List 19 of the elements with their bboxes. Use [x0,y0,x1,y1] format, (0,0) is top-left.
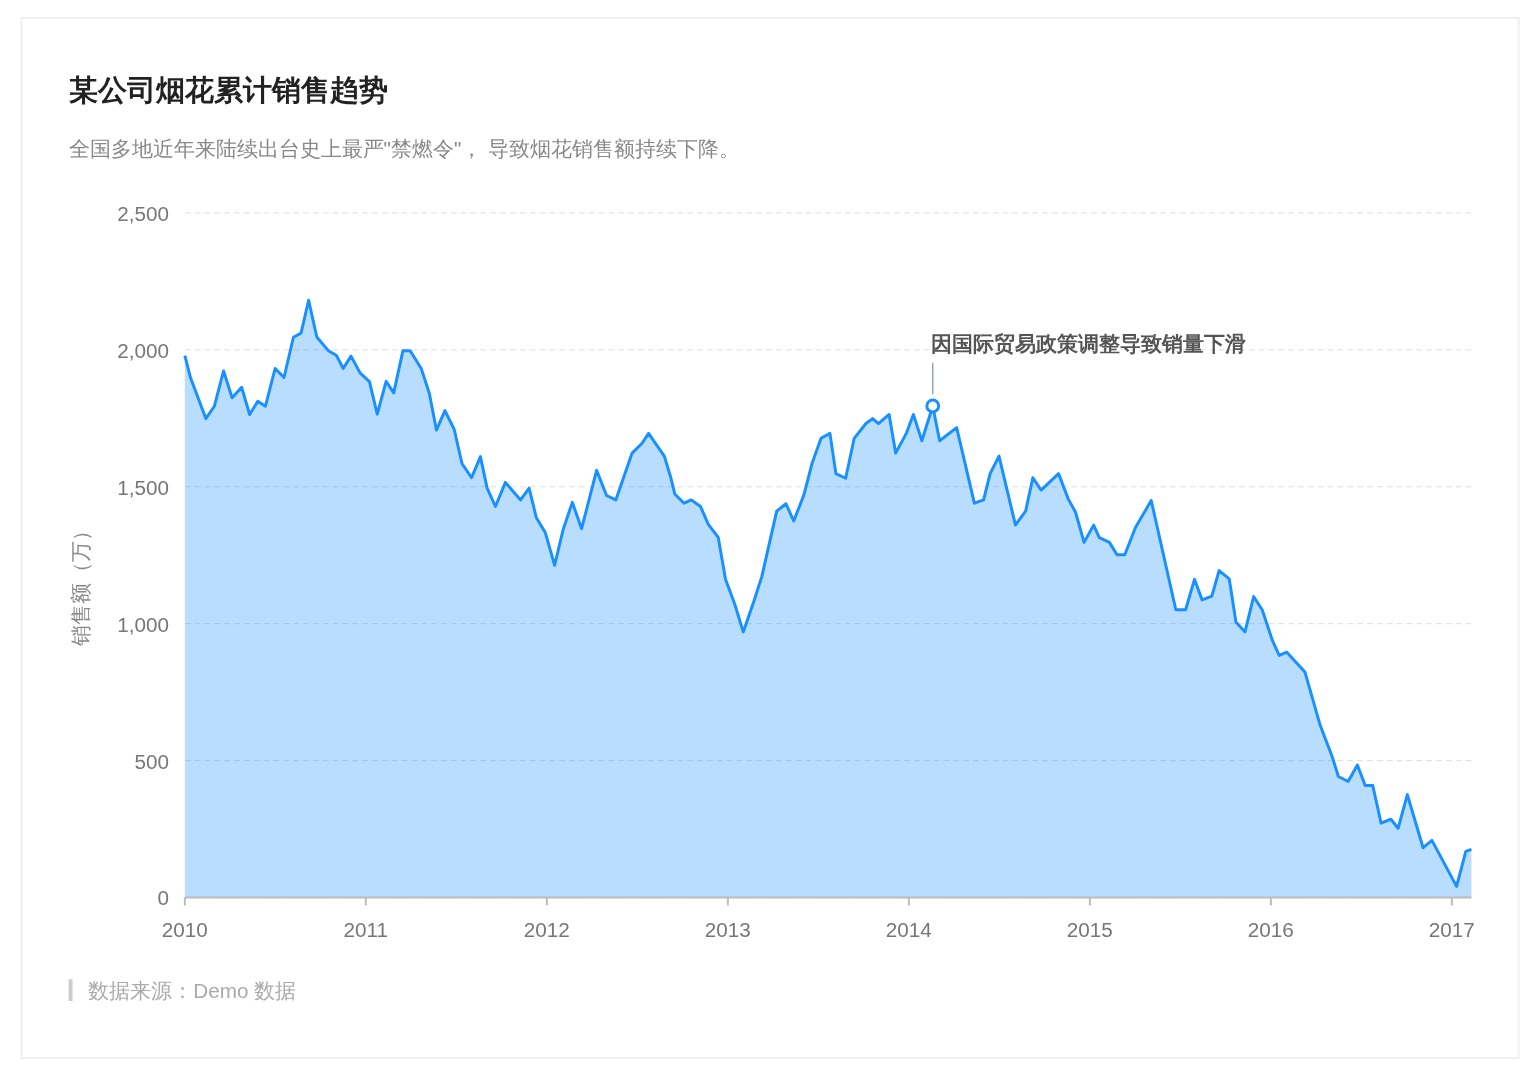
x-tick-label: 2013 [704,917,751,941]
y-axis-title: 销售额（万） [69,519,93,647]
y-tick-label: 2,500 [117,201,170,225]
y-tick-label: 2,000 [117,338,170,362]
x-tick-label: 2012 [523,917,570,941]
y-tick-label: 500 [134,749,170,773]
chart-subtitle: 全国多地近年来陆续出台史上最严"禁燃令"， 导致烟花销售额持续下降。 [68,136,741,160]
x-tick-label: 2010 [161,917,208,941]
source-note: 数据来源：Demo 数据 [88,979,297,1003]
y-tick-label: 0 [157,886,170,910]
x-tick-label: 2017 [1428,917,1475,941]
chart-title: 某公司烟花累计销售趋势 [68,73,388,106]
x-tick-label: 2015 [1066,917,1113,941]
y-tick-label: 1,500 [117,475,170,499]
annotation: 因国际贸易政策调整导致销量下滑 [930,331,1246,356]
x-tick-label: 2011 [343,917,389,941]
x-tick-label: 2014 [885,917,932,941]
y-tick-label: 1,000 [117,612,170,636]
x-tick-label: 2016 [1247,917,1294,941]
